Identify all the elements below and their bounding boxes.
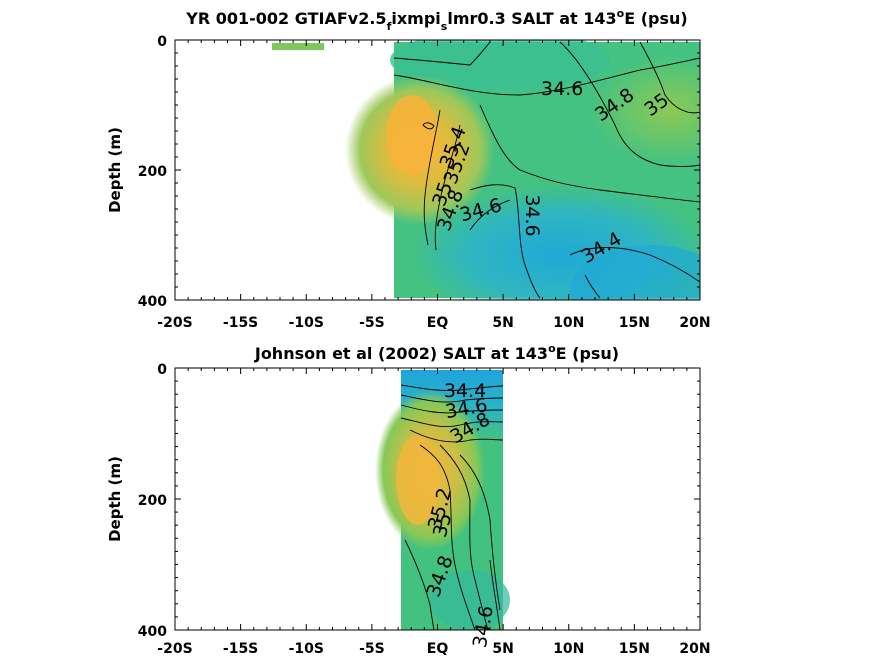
panel2-x-tick-5n: 5N bbox=[492, 641, 513, 656]
panel1-y-axis-label: Depth (m) bbox=[106, 127, 124, 213]
panel1-x-tick-5n: 5N bbox=[492, 315, 513, 331]
panel2-contour-label: 34.4 bbox=[444, 380, 486, 402]
panel1-x-tick-20s: -20S bbox=[157, 315, 192, 331]
panel2-y-tick-200: 200 bbox=[138, 493, 167, 509]
panel1-x-tick-20n: 20N bbox=[679, 315, 710, 331]
panel1-salinity-field bbox=[272, 40, 700, 300]
panel2-ticks bbox=[174, 367, 701, 631]
panel1-contour-label: 34.6 bbox=[521, 194, 543, 236]
panel1-x-tick-10n: 10N bbox=[553, 315, 584, 331]
panel1-contour-label: 34.6 bbox=[541, 78, 583, 100]
panel2-x-tick-20s: -20S bbox=[157, 641, 192, 656]
panel1-x-tick-15n: 15N bbox=[619, 315, 650, 331]
panel2-contours bbox=[400, 384, 504, 630]
panel2-y-axis-label: Depth (m) bbox=[106, 456, 124, 542]
panel1-x-tick-eq: EQ bbox=[427, 315, 449, 331]
panel2-x-tick-20n: 20N bbox=[679, 641, 710, 656]
panel2-x-tick-10n: 10N bbox=[553, 641, 584, 656]
panel1-contours bbox=[393, 41, 700, 299]
panel2-x-tick-10s: -10S bbox=[289, 641, 324, 656]
panel1-title: YR 001-002 GTIAFv2.5fixmpislmr0.3 SALT a… bbox=[185, 7, 687, 33]
panel1-ticks bbox=[174, 39, 701, 301]
panel1-x-tick-15s: -15S bbox=[223, 315, 258, 331]
panel2-x-tick-15s: -15S bbox=[223, 641, 258, 656]
panel2-y-tick-0: 0 bbox=[157, 362, 167, 378]
panel2-x-tick-5s: -5S bbox=[359, 641, 385, 656]
panel1-y-tick-400: 400 bbox=[138, 294, 167, 310]
model-salinity-panel: YR 001-002 GTIAFv2.5fixmpislmr0.3 SALT a… bbox=[106, 7, 711, 331]
panel2-x-tick-eq: EQ bbox=[427, 641, 449, 656]
panel2-salinity-field bbox=[375, 370, 510, 630]
panel1-y-tick-0: 0 bbox=[157, 34, 167, 50]
panel2-title: Johnson et al (2002) SALT at 143oE (psu) bbox=[254, 342, 619, 363]
panel1-x-tick-5s: -5S bbox=[359, 315, 385, 331]
panel1-x-tick-10s: -10S bbox=[289, 315, 324, 331]
panel2-x-tick-15n: 15N bbox=[619, 641, 650, 656]
panel1-y-tick-200: 200 bbox=[138, 164, 167, 180]
panel2-y-tick-400: 400 bbox=[138, 624, 167, 640]
observed-salinity-panel: Johnson et al (2002) SALT at 143oE (psu)… bbox=[106, 342, 711, 656]
